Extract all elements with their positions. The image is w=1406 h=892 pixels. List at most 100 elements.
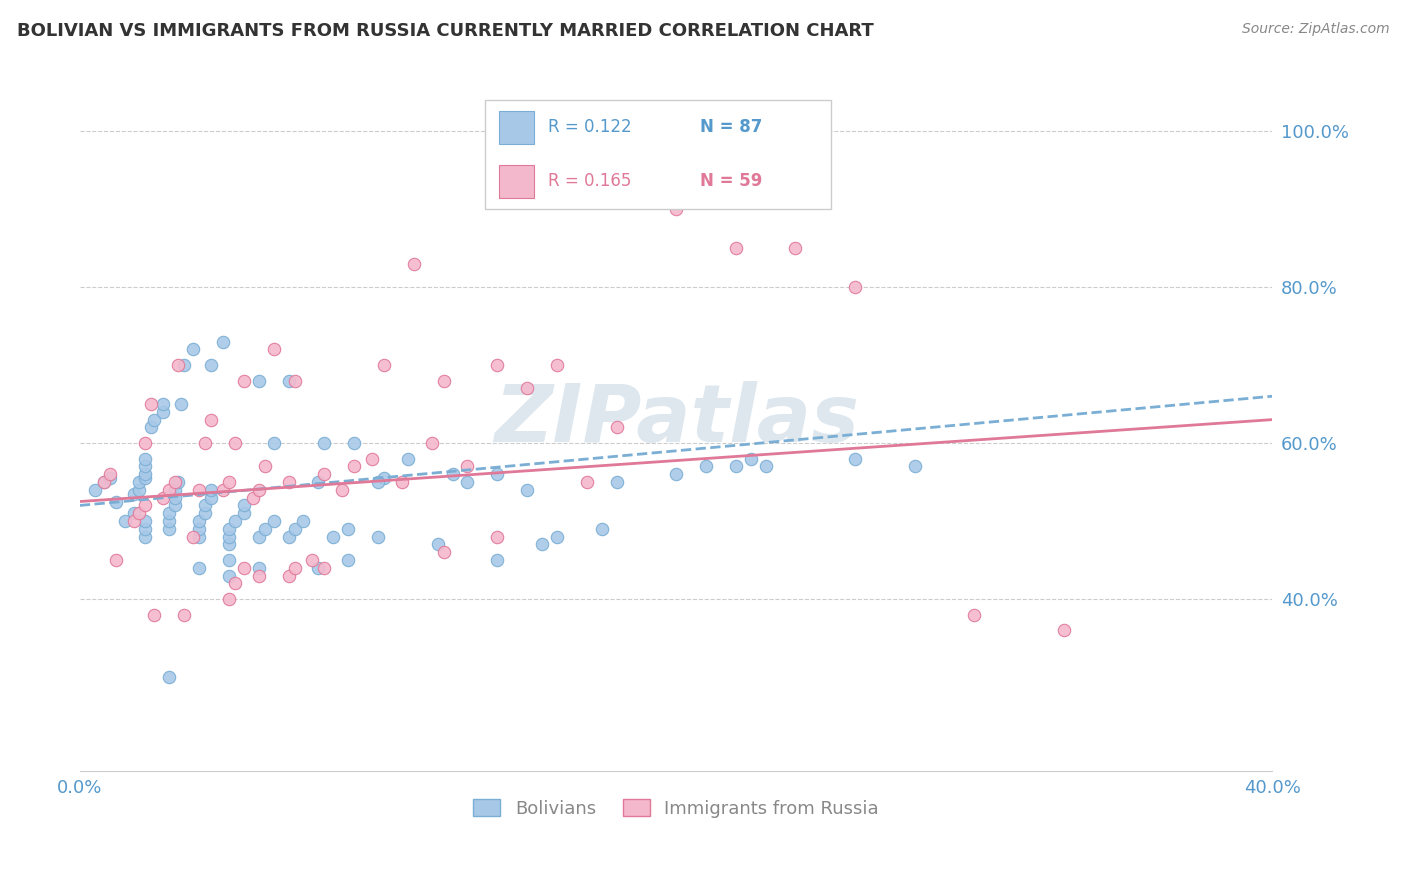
Point <box>242 491 264 505</box>
Point <box>181 343 204 357</box>
Point <box>277 374 299 388</box>
Point <box>530 537 553 551</box>
Point <box>283 374 305 388</box>
Point <box>373 358 395 372</box>
Point <box>194 506 217 520</box>
Point <box>143 607 166 622</box>
Point <box>173 607 195 622</box>
Point <box>516 483 538 497</box>
Point <box>591 522 613 536</box>
Point <box>167 475 190 489</box>
Point <box>516 381 538 395</box>
Point <box>232 561 254 575</box>
Point <box>122 487 145 501</box>
Point <box>486 358 509 372</box>
Point <box>194 499 217 513</box>
Point <box>277 530 299 544</box>
Point <box>337 522 360 536</box>
Point <box>253 522 276 536</box>
Point <box>740 451 762 466</box>
Point <box>292 514 315 528</box>
Point <box>152 397 174 411</box>
Point <box>181 530 204 544</box>
Point <box>420 436 443 450</box>
Point <box>152 491 174 505</box>
Point <box>218 475 240 489</box>
Point <box>83 483 105 497</box>
Point <box>314 436 336 450</box>
Point <box>173 358 195 372</box>
Point <box>157 522 180 536</box>
Point <box>367 475 389 489</box>
Point <box>114 514 136 528</box>
Point <box>606 475 628 489</box>
Point <box>247 374 270 388</box>
Point <box>218 530 240 544</box>
Point <box>188 514 211 528</box>
Point <box>456 459 478 474</box>
Point <box>224 436 246 450</box>
Point <box>904 459 927 474</box>
Point <box>283 561 305 575</box>
Point <box>212 483 235 497</box>
Point <box>322 530 344 544</box>
Point <box>93 475 115 489</box>
Y-axis label: Currently Married: Currently Married <box>0 347 8 492</box>
Point <box>218 522 240 536</box>
Point <box>844 280 866 294</box>
Point <box>665 202 688 216</box>
Point <box>263 436 285 450</box>
Point <box>98 467 121 482</box>
Point <box>396 451 419 466</box>
Point <box>188 483 211 497</box>
Point <box>188 522 211 536</box>
Point <box>785 241 807 255</box>
Point <box>486 467 509 482</box>
Point <box>218 568 240 582</box>
Point <box>134 436 156 450</box>
Point <box>314 467 336 482</box>
Point <box>128 506 150 520</box>
Point <box>456 475 478 489</box>
Point <box>200 358 222 372</box>
Point <box>134 514 156 528</box>
Point <box>844 451 866 466</box>
Point <box>665 467 688 482</box>
Point <box>724 241 747 255</box>
Point <box>1053 624 1076 638</box>
Point <box>157 483 180 497</box>
Point <box>277 568 299 582</box>
Point <box>247 530 270 544</box>
Point <box>441 467 464 482</box>
Point <box>963 607 986 622</box>
Text: Source: ZipAtlas.com: Source: ZipAtlas.com <box>1241 22 1389 37</box>
Point <box>367 530 389 544</box>
Point <box>402 256 425 270</box>
Point <box>263 514 285 528</box>
Text: ZIPatlas: ZIPatlas <box>494 381 859 458</box>
Point <box>134 530 156 544</box>
Point <box>218 553 240 567</box>
Point <box>695 459 717 474</box>
Point <box>134 499 156 513</box>
Point <box>724 459 747 474</box>
Point <box>200 483 222 497</box>
Point <box>134 467 156 482</box>
Point <box>152 405 174 419</box>
Point <box>157 670 180 684</box>
Point <box>301 553 323 567</box>
Point <box>134 451 156 466</box>
Point <box>373 471 395 485</box>
Point <box>486 530 509 544</box>
Point <box>247 568 270 582</box>
Point <box>546 530 568 544</box>
Point <box>247 561 270 575</box>
Point <box>93 475 115 489</box>
Point <box>283 522 305 536</box>
Point <box>165 475 187 489</box>
Point <box>426 537 449 551</box>
Point <box>122 506 145 520</box>
Point <box>247 483 270 497</box>
Point <box>314 561 336 575</box>
Point <box>134 522 156 536</box>
